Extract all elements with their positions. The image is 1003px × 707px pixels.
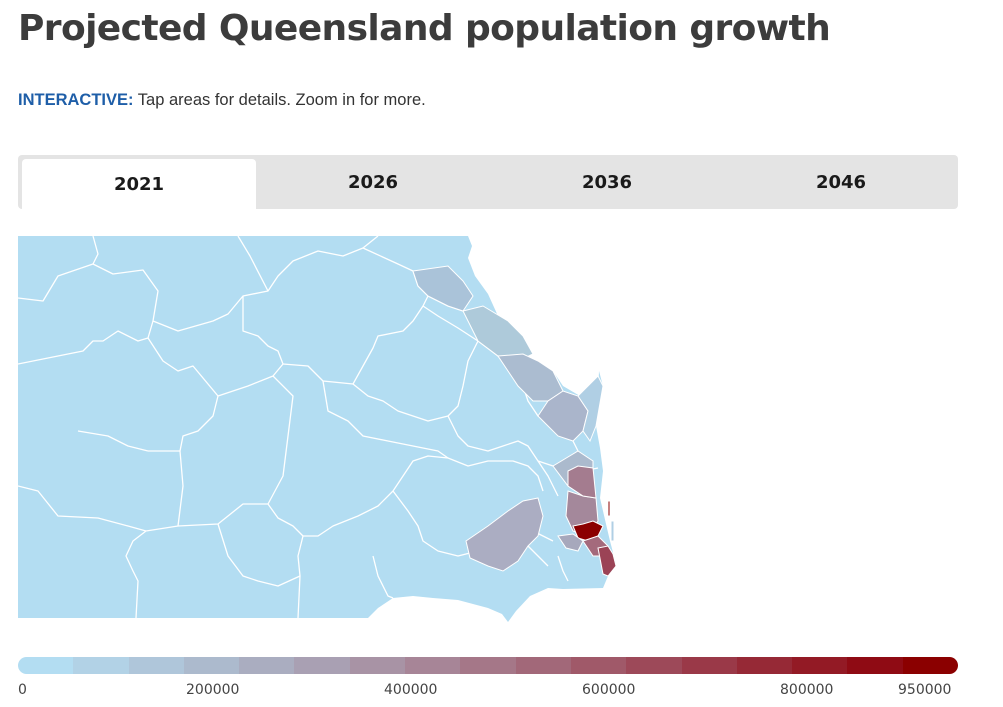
legend-label-200000: 200000 xyxy=(186,682,240,698)
legend-swatch xyxy=(570,657,627,674)
legend-swatch xyxy=(405,657,461,674)
legend-labels: 0 200000 400000 600000 800000 950000 xyxy=(18,682,958,702)
region-sunshine-coast xyxy=(567,465,597,499)
legend-swatch xyxy=(736,657,793,674)
region-fraser-coast xyxy=(577,375,604,443)
legend-swatch xyxy=(681,657,737,674)
region-ipswich xyxy=(557,533,584,552)
legend-swatch xyxy=(294,657,350,674)
legend-swatch xyxy=(128,657,184,674)
region-toowoomba xyxy=(465,497,544,572)
page-title: Projected Queensland population growth xyxy=(18,8,831,49)
region-islands xyxy=(607,500,611,517)
legend-label-0: 0 xyxy=(18,682,27,698)
regions-populated[interactable] xyxy=(412,265,617,577)
legend-swatch xyxy=(73,657,129,674)
tab-2046[interactable]: 2046 xyxy=(815,171,867,193)
legend-swatch xyxy=(792,657,848,674)
legend-swatch xyxy=(902,657,958,674)
legend-swatch xyxy=(349,657,406,674)
region-north-coast-2 xyxy=(462,305,534,362)
legend-swatch xyxy=(626,657,682,674)
tab-2026[interactable]: 2026 xyxy=(347,171,399,193)
legend-label-800000: 800000 xyxy=(780,682,834,698)
legend-label-400000: 400000 xyxy=(384,682,438,698)
legend-swatch xyxy=(183,657,240,674)
interactive-label: INTERACTIVE: xyxy=(18,91,134,109)
tab-2036[interactable]: 2036 xyxy=(581,171,633,193)
legend-color-scale xyxy=(18,657,958,674)
legend-swatch xyxy=(18,657,74,674)
instructions: INTERACTIVE: Tap areas for details. Zoom… xyxy=(18,91,426,110)
legend-swatch xyxy=(460,657,516,674)
instructions-text: Tap areas for details. Zoom in for more. xyxy=(133,91,426,109)
legend-swatch xyxy=(847,657,903,674)
region-stradbroke xyxy=(610,520,615,542)
map-landmass xyxy=(18,236,616,622)
legend-label-600000: 600000 xyxy=(582,682,636,698)
legend-label-950000: 950000 xyxy=(898,682,952,698)
legend-swatch xyxy=(515,657,571,674)
year-tabs: 2021 2026 2036 2046 xyxy=(18,155,958,209)
population-map[interactable] xyxy=(18,236,618,636)
legend-swatch xyxy=(239,657,295,674)
region-gold-coast xyxy=(597,545,617,577)
tab-2021[interactable]: 2021 xyxy=(22,159,256,209)
